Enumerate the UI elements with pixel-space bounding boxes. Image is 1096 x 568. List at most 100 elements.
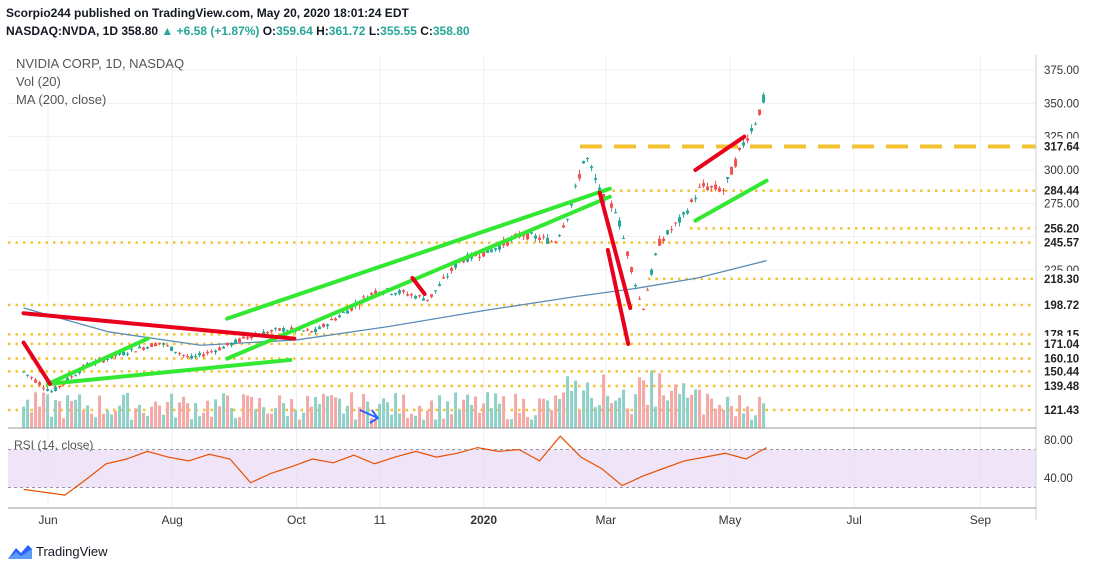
candle-body	[622, 238, 626, 240]
volume-bar	[530, 419, 534, 428]
volume-bar	[622, 389, 626, 428]
volume-bar	[750, 419, 754, 428]
volume-bar	[390, 414, 394, 428]
volume-bar	[402, 394, 406, 428]
volume-bar	[118, 405, 122, 428]
volume-bar	[646, 404, 650, 428]
candle-body	[74, 375, 78, 377]
volume-bar	[230, 407, 234, 428]
candle-body	[578, 173, 582, 179]
volume-bar	[514, 393, 518, 428]
volume-bar	[706, 393, 710, 428]
tradingview-logo-icon	[8, 545, 32, 559]
candle-body	[114, 355, 118, 357]
candle-body	[554, 241, 558, 243]
volume-bar	[466, 394, 470, 428]
volume-bar	[46, 394, 50, 428]
volume-bar	[682, 383, 686, 428]
candle-body	[590, 166, 594, 168]
candle-body	[610, 203, 614, 208]
time-tick-label: Sep	[970, 513, 992, 527]
candle-body	[438, 284, 442, 287]
candle-body	[614, 212, 618, 214]
candle-body	[198, 352, 202, 356]
tradingview-logo[interactable]: TradingView	[8, 543, 108, 559]
candle-body	[490, 249, 494, 253]
volume-bar	[602, 374, 606, 428]
candle-body	[666, 230, 670, 235]
candle-body	[686, 210, 690, 214]
volume-bar	[122, 394, 126, 428]
volume-bar	[722, 409, 726, 428]
candle-body	[370, 292, 374, 295]
candle-body	[514, 233, 518, 235]
candle-body	[302, 330, 306, 332]
time-tick-label: Aug	[162, 513, 183, 527]
volume-bar	[550, 410, 554, 428]
volume-bar	[422, 419, 426, 428]
change-up-icon: ▲	[161, 24, 174, 38]
candle-body	[738, 147, 742, 150]
candle-body	[586, 158, 590, 160]
candle-body	[430, 294, 434, 297]
volume-bar	[598, 405, 602, 428]
candle-body	[166, 345, 170, 347]
volume-bar	[74, 399, 78, 428]
volume-bar	[126, 392, 130, 428]
candle-body	[570, 203, 574, 206]
volume-bar	[698, 389, 702, 428]
volume-bar	[346, 405, 350, 428]
candle-body	[562, 225, 566, 228]
time-tick-label: Jul	[847, 513, 862, 527]
candle-body	[394, 293, 398, 295]
candle-body	[158, 342, 162, 344]
volume-bar	[658, 373, 662, 428]
candle-body	[750, 128, 754, 132]
candle-body	[274, 328, 278, 330]
candle-body	[250, 336, 254, 339]
volume-bar	[470, 404, 474, 428]
volume-bar	[262, 407, 266, 428]
candle-body	[270, 330, 274, 332]
volume-bar	[30, 412, 34, 428]
volume-bar	[314, 397, 318, 428]
volume-bar	[726, 396, 730, 428]
volume-bar	[278, 395, 282, 428]
volume-bar	[170, 393, 174, 428]
candle-body	[230, 342, 234, 346]
candle-body	[538, 237, 542, 240]
candle-body	[218, 347, 222, 351]
volume-bar	[398, 413, 402, 428]
volume-bar	[186, 403, 190, 428]
volume-bar	[110, 414, 114, 428]
candle-body	[462, 260, 466, 263]
candle-body	[678, 216, 682, 223]
close-label: C:	[420, 24, 433, 38]
open-value: 359.64	[276, 24, 313, 38]
trendline-red-crash2	[605, 248, 631, 346]
candle-body	[266, 331, 270, 334]
volume-bar	[166, 401, 170, 428]
candle-body	[682, 212, 686, 215]
volume-bar	[250, 396, 254, 428]
ma200-line	[23, 260, 767, 346]
volume-bar	[142, 413, 146, 428]
volume-bar	[614, 400, 618, 428]
low-label: L:	[368, 24, 381, 38]
candle-body	[574, 185, 578, 187]
volume-bar	[38, 406, 42, 428]
volume-bar	[190, 419, 194, 428]
candle-body	[442, 277, 446, 279]
volume-bar	[66, 395, 70, 428]
candle-body	[634, 284, 638, 287]
price-level-label-bg	[1038, 335, 1094, 352]
volume-bar	[522, 398, 526, 428]
candle-body	[374, 290, 378, 294]
volume-bar	[738, 394, 742, 428]
candle-body	[322, 323, 326, 328]
candle-body	[162, 343, 166, 345]
volume-bar	[426, 410, 430, 428]
candle-body	[122, 351, 126, 356]
candle-body	[650, 269, 654, 275]
